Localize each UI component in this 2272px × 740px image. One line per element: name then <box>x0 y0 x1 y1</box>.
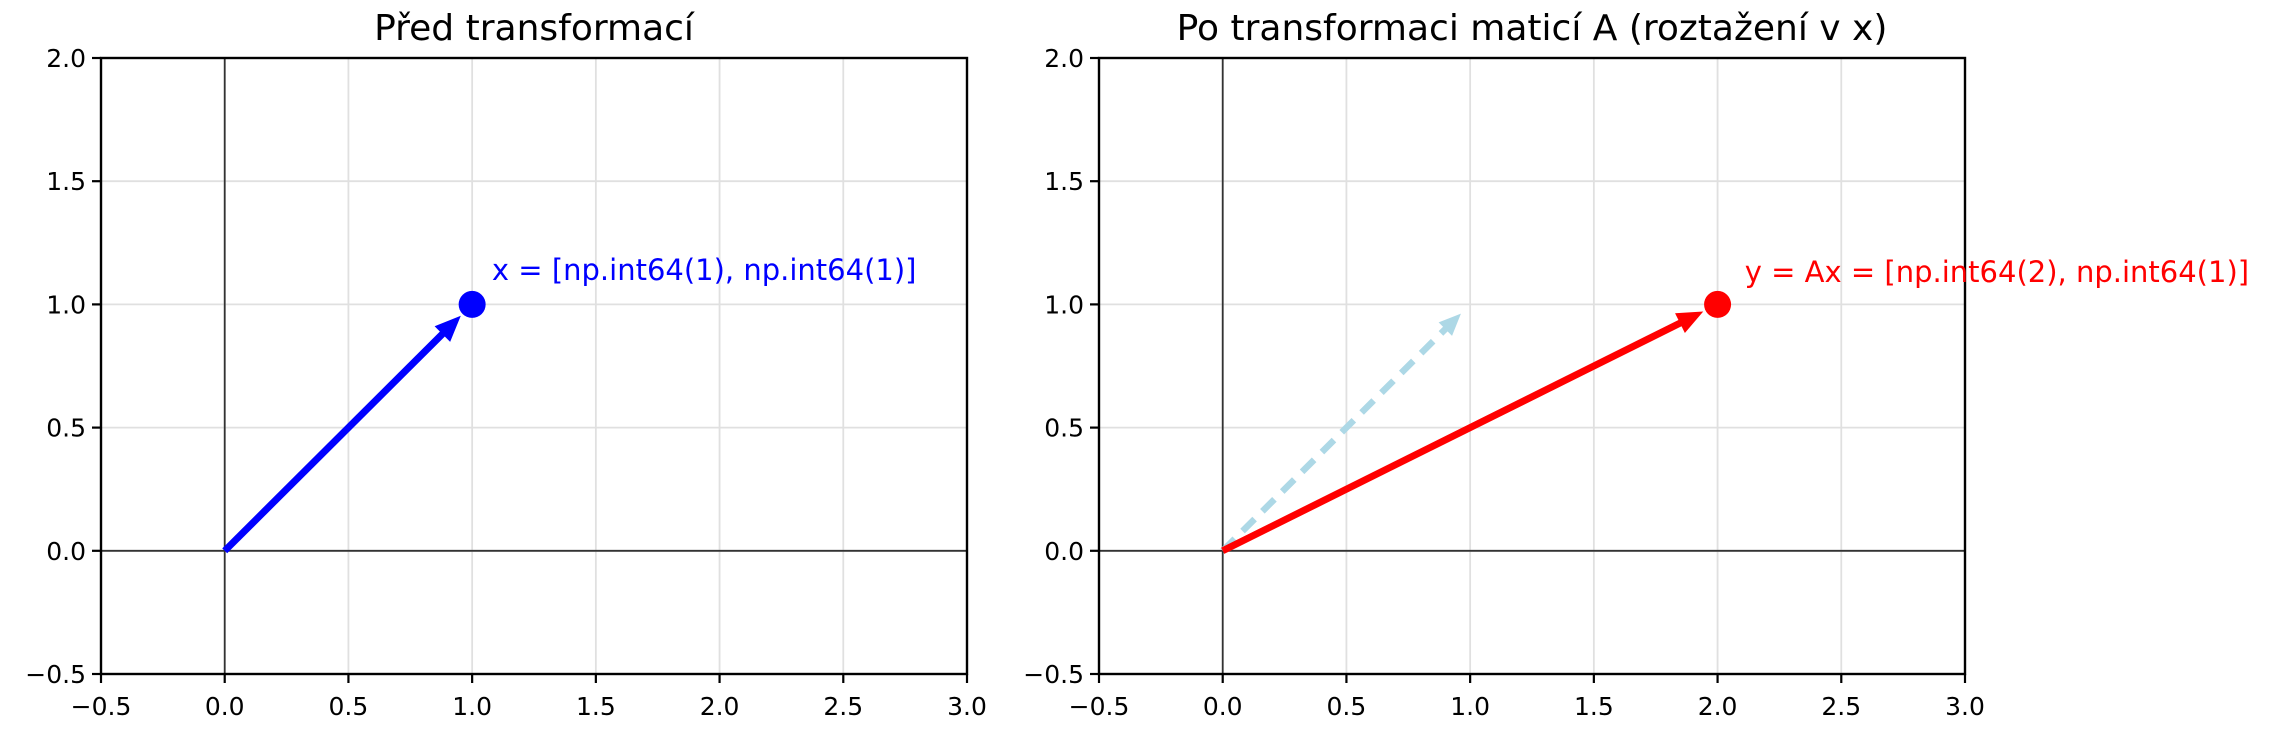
x-tick-label: 0.0 <box>205 692 245 721</box>
vector-x-annotation: x = [np.int64(1), np.int64(1)] <box>491 252 917 287</box>
vector-y-annotation: y = Ax = [np.int64(2), np.int64(1)] <box>1744 255 2250 290</box>
plot-border <box>1097 56 1967 676</box>
vector-x-shaft <box>222 330 447 554</box>
x-tick-label: 1.5 <box>576 692 616 721</box>
y-tick-label: 1.5 <box>46 167 86 196</box>
x-tick-label: −0.5 <box>1069 692 1130 721</box>
vector-x-arrowhead <box>434 315 461 342</box>
x-tick-label: 2.0 <box>1698 692 1738 721</box>
x-tick-label: 0.0 <box>1203 692 1243 721</box>
x-tick-label: 1.5 <box>1574 692 1614 721</box>
x-tick-label: 3.0 <box>1945 692 1985 721</box>
y-tick-label: 1.0 <box>1044 290 1084 319</box>
x-tick-label: 1.0 <box>452 692 492 721</box>
x-tick-label: 0.5 <box>1327 692 1367 721</box>
y-tick-label: 0.0 <box>1044 537 1084 566</box>
y-tick-label: 0.5 <box>46 414 86 443</box>
y-tick-label: 1.0 <box>46 290 86 319</box>
plot-border <box>99 56 969 676</box>
y-tick-label: 0.0 <box>46 537 86 566</box>
vector-y-shaft <box>1221 319 1684 554</box>
x-tick-label: −0.5 <box>71 692 132 721</box>
x-tick-label: 3.0 <box>947 692 987 721</box>
subplot-before-title: Před transformací <box>374 8 694 49</box>
x-tick-label: 2.5 <box>1821 692 1861 721</box>
vector-x-original-arrowhead <box>1438 313 1461 336</box>
x-tick-label: 2.0 <box>700 692 740 721</box>
vector-y-endpoint-marker <box>1704 290 1732 318</box>
y-tick-label: 2.0 <box>1044 44 1084 73</box>
vector-x-original-shaft <box>1220 325 1450 554</box>
y-tick-label: −0.5 <box>1023 660 1084 689</box>
x-tick-label: 0.5 <box>329 692 369 721</box>
x-tick-label: 2.5 <box>823 692 863 721</box>
x-tick-label: 1.0 <box>1450 692 1490 721</box>
vector-y-arrowhead <box>1675 311 1704 333</box>
subplot-after-title: Po transformaci maticí A (roztažení v x) <box>1176 8 1888 49</box>
vector-x-endpoint-marker <box>458 290 486 318</box>
y-tick-label: −0.5 <box>25 660 86 689</box>
y-tick-label: 1.5 <box>1044 167 1084 196</box>
y-tick-label: 0.5 <box>1044 414 1084 443</box>
y-tick-label: 2.0 <box>46 44 86 73</box>
